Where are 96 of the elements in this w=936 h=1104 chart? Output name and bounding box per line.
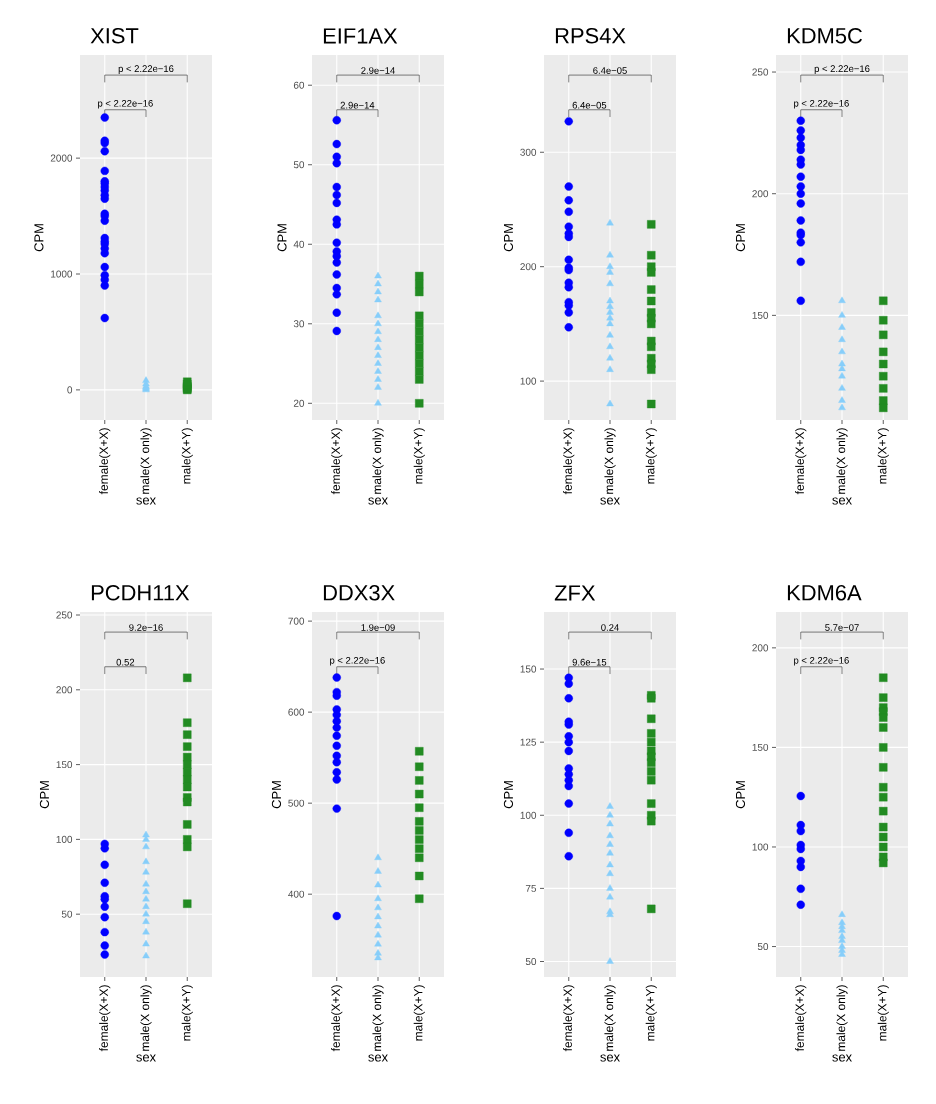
x-tick-label: female(X+X) <box>563 985 575 1052</box>
x-tick-label: male(X only) <box>140 428 152 494</box>
x-axis-title: sex <box>136 1054 156 1062</box>
y-tick-label: 200 <box>520 263 537 271</box>
y-tick-label: 100 <box>56 835 73 843</box>
y-axis-title: CPM <box>735 224 746 252</box>
x-tick-label: male(X only) <box>836 428 848 494</box>
x-tick-label: female(X+X) <box>99 985 111 1052</box>
x-tick-label: female(X+X) <box>795 985 807 1052</box>
y-axis-title: CPM <box>503 224 514 252</box>
x-tick-label: female(X+X) <box>99 428 111 495</box>
annotation: 6.4e−05 <box>593 67 627 74</box>
chart-title: XIST <box>90 27 139 44</box>
x-tick-label: male(X+Y) <box>413 428 425 484</box>
y-tick-label: 50 <box>293 161 305 169</box>
y-axis-title: CPM <box>503 781 514 809</box>
x-tick-label: male(X only) <box>836 985 848 1051</box>
y-tick-label: 500 <box>288 799 305 807</box>
x-tick-label: male(X only) <box>140 985 152 1051</box>
chart-title: PCDH11X <box>91 584 190 601</box>
y-axis-title: CPM <box>735 781 746 809</box>
y-tick-label: 150 <box>752 311 769 319</box>
y-tick-label: 40 <box>293 240 305 248</box>
x-tick-label: female(X+X) <box>795 428 807 495</box>
y-axis-title: CPM <box>271 781 282 809</box>
chart-title: KDM5C <box>787 27 863 44</box>
y-tick-label: 30 <box>293 320 305 328</box>
annotation: 1.9e−09 <box>361 624 395 631</box>
x-axis-title: sex <box>136 497 156 505</box>
x-axis-title: sex <box>832 1054 852 1062</box>
x-tick-label: male(X+Y) <box>645 428 657 484</box>
annotation: p < 2.22e−16 <box>330 656 385 666</box>
chart-title: DDX3X <box>323 584 395 601</box>
annotation: p < 2.22e−16 <box>118 65 174 74</box>
x-axis-title: sex <box>368 1054 388 1062</box>
y-tick-label: 250 <box>752 68 769 76</box>
x-tick-label: male(X only) <box>372 428 384 494</box>
annotation: 0.24 <box>601 624 619 631</box>
y-tick-label: 60 <box>293 81 305 89</box>
y-tick-label: 2000 <box>50 154 73 162</box>
x-tick-label: female(X+X) <box>331 428 343 495</box>
x-tick-label: male(X only) <box>604 428 616 494</box>
x-tick-label: male(X only) <box>604 985 616 1051</box>
y-tick-label: 50 <box>61 910 73 918</box>
annotation: 6.4e−05 <box>572 101 607 109</box>
x-axis-title: sex <box>832 497 852 505</box>
chart-title: KDM6A <box>787 584 862 601</box>
x-tick-label: male(X+Y) <box>413 985 425 1041</box>
annotation: p < 2.22e−16 <box>794 99 849 109</box>
x-tick-label: male(X+Y) <box>877 428 889 484</box>
y-tick-label: 50 <box>757 943 769 951</box>
x-tick-label: female(X+X) <box>331 985 343 1052</box>
x-axis-title: sex <box>600 497 620 505</box>
x-axis-title: sex <box>368 497 388 505</box>
y-tick-label: 300 <box>520 148 537 156</box>
y-tick-label: 150 <box>752 743 769 751</box>
y-tick-label: 100 <box>520 377 537 385</box>
annotation: 2.9e−14 <box>340 101 375 109</box>
x-tick-label: male(X+Y) <box>877 985 889 1041</box>
y-tick-label: 150 <box>56 761 73 769</box>
y-tick-label: 400 <box>288 890 305 898</box>
annotation: 9.6e−15 <box>572 658 607 666</box>
x-tick-label: male(X+Y) <box>181 985 193 1041</box>
x-tick-label: male(X+Y) <box>645 985 657 1041</box>
y-tick-label: 50 <box>525 957 537 966</box>
y-axis-title: CPM <box>277 224 287 252</box>
y-axis-title: CPM <box>39 781 50 809</box>
x-tick-label: male(X+Y) <box>181 428 193 484</box>
y-axis-title: CPM <box>34 224 44 252</box>
annotation: 9.2e−16 <box>129 624 163 631</box>
annotation: p < 2.22e−16 <box>794 656 849 666</box>
y-tick-label: 600 <box>288 708 305 716</box>
annotation: p < 2.22e−16 <box>98 99 153 109</box>
chart-title: RPS4X <box>555 27 626 44</box>
y-tick-label: 200 <box>752 190 769 198</box>
y-tick-label: 200 <box>56 686 73 694</box>
chart-title: EIF1AX <box>323 28 398 44</box>
y-tick-label: 100 <box>520 811 537 819</box>
annotation: p < 2.22e−16 <box>814 65 870 74</box>
y-tick-label: 150 <box>520 665 537 673</box>
chart-title: ZFX <box>554 585 596 601</box>
y-tick-label: 1000 <box>51 270 73 278</box>
annotation: 2.9e−14 <box>361 67 395 74</box>
y-tick-label: 700 <box>288 617 305 625</box>
annotation: 5.7e−07 <box>825 624 859 631</box>
x-tick-label: male(X only) <box>372 985 384 1051</box>
y-tick-label: 75 <box>525 884 537 892</box>
x-tick-label: female(X+X) <box>563 428 575 495</box>
y-tick-label: 250 <box>56 611 73 619</box>
x-axis-title: sex <box>600 1054 620 1062</box>
y-tick-label: 20 <box>293 399 305 407</box>
annotation: 0.52 <box>116 658 135 666</box>
y-tick-label: 100 <box>752 843 769 851</box>
y-tick-label: 125 <box>520 738 537 746</box>
y-tick-label: 0 <box>67 386 73 394</box>
y-tick-label: 200 <box>752 644 769 652</box>
